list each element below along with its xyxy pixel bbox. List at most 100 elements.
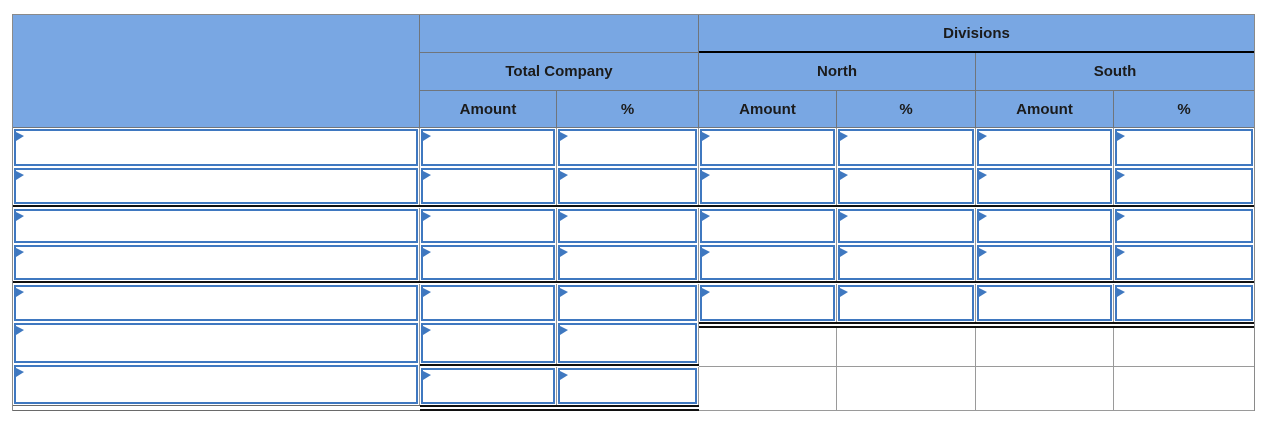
north-amount-input[interactable] (700, 168, 835, 204)
cell-flag-icon (702, 288, 710, 297)
total-percent-input[interactable] (558, 209, 697, 243)
cell-flag-icon (702, 248, 710, 257)
cell-flag-icon (423, 132, 431, 141)
cell-flag-icon (560, 171, 568, 180)
table-cell (420, 167, 557, 205)
south-percent-input[interactable] (1115, 285, 1253, 321)
north-percent-input[interactable] (838, 209, 974, 243)
row-label-input[interactable] (14, 365, 418, 404)
north-percent-input[interactable] (838, 129, 974, 166)
cell-flag-icon (560, 288, 568, 297)
cell-flag-icon (1117, 212, 1125, 221)
header-row-label-blank (13, 15, 420, 128)
cell-flag-icon (979, 212, 987, 221)
north-percent-input[interactable] (838, 168, 974, 204)
cell-flag-icon (560, 326, 568, 335)
total-amount-input[interactable] (421, 245, 555, 280)
total-amount-input[interactable] (421, 209, 555, 243)
total-percent-input[interactable] (558, 168, 697, 204)
cell-flag-icon (702, 212, 710, 221)
cell-flag-icon (979, 248, 987, 257)
header-total-percent: % (557, 91, 699, 128)
south-amount-input[interactable] (977, 245, 1112, 280)
row-label-input[interactable] (14, 209, 418, 243)
empty-cell (976, 367, 1114, 411)
cell-flag-icon (840, 248, 848, 257)
cell-flag-icon (840, 212, 848, 221)
cell-flag-icon (702, 132, 710, 141)
table-cell (976, 128, 1114, 167)
table-cell (976, 284, 1114, 322)
header-north-percent: % (837, 91, 976, 128)
total-amount-input[interactable] (421, 368, 555, 404)
cell-flag-icon (423, 371, 431, 380)
total-percent-input[interactable] (558, 285, 697, 321)
cell-flag-icon (979, 288, 987, 297)
single-underline-after-row4 (13, 281, 1254, 284)
cell-flag-icon (979, 132, 987, 141)
header-north-amount: Amount (699, 91, 837, 128)
header-blank-above-total-company (420, 15, 699, 53)
table-cell (13, 208, 420, 244)
south-percent-input[interactable] (1115, 209, 1253, 243)
row-label-input[interactable] (14, 323, 418, 363)
row-label-input[interactable] (14, 245, 418, 280)
double-underline-divisions-after-row5 (699, 322, 1254, 328)
table-cell (837, 167, 976, 205)
table-cell (976, 208, 1114, 244)
total-amount-input[interactable] (421, 129, 555, 166)
total-amount-input[interactable] (421, 323, 555, 363)
table-cell (1114, 167, 1254, 205)
table-cell (420, 322, 557, 364)
south-percent-input[interactable] (1115, 245, 1253, 280)
single-underline-total-after-row6 (420, 364, 699, 367)
table-cell (13, 284, 420, 322)
total-percent-input[interactable] (558, 245, 697, 280)
header-north: North (699, 53, 976, 91)
north-amount-input[interactable] (700, 285, 835, 321)
total-percent-input[interactable] (558, 129, 697, 166)
table-cell (837, 244, 976, 281)
total-percent-input[interactable] (558, 368, 697, 404)
header-divisions: Divisions (699, 15, 1254, 53)
south-percent-input[interactable] (1115, 168, 1253, 204)
total-amount-input[interactable] (421, 285, 555, 321)
cell-flag-icon (16, 248, 24, 257)
segmented-income-statement-table: Divisions Total Company North South Amou… (12, 14, 1255, 411)
empty-cell (976, 328, 1114, 367)
cell-flag-icon (16, 212, 24, 221)
row-label-input[interactable] (14, 285, 418, 321)
cell-flag-icon (1117, 288, 1125, 297)
cell-flag-icon (840, 171, 848, 180)
empty-cell (699, 367, 837, 411)
header-south: South (976, 53, 1254, 91)
cell-flag-icon (702, 171, 710, 180)
total-amount-input[interactable] (421, 168, 555, 204)
total-percent-input[interactable] (558, 323, 697, 363)
south-amount-input[interactable] (977, 209, 1112, 243)
south-percent-input[interactable] (1115, 129, 1253, 166)
table-cell (837, 128, 976, 167)
north-amount-input[interactable] (700, 245, 835, 280)
row-label-input[interactable] (14, 129, 418, 166)
north-amount-input[interactable] (700, 129, 835, 166)
south-amount-input[interactable] (977, 285, 1112, 321)
north-percent-input[interactable] (838, 285, 974, 321)
row-label-input[interactable] (14, 168, 418, 204)
cell-flag-icon (1117, 132, 1125, 141)
table-cell (420, 128, 557, 167)
south-amount-input[interactable] (977, 129, 1112, 166)
north-amount-input[interactable] (700, 209, 835, 243)
north-percent-input[interactable] (838, 245, 974, 280)
cell-flag-icon (560, 248, 568, 257)
table-cell (1114, 244, 1254, 281)
table-cell (557, 208, 699, 244)
table-cell (699, 284, 837, 322)
table-cell (13, 364, 420, 405)
single-underline-after-row2 (13, 205, 1254, 208)
table-cell (699, 208, 837, 244)
cell-flag-icon (16, 171, 24, 180)
south-amount-input[interactable] (977, 168, 1112, 204)
cell-flag-icon (423, 212, 431, 221)
